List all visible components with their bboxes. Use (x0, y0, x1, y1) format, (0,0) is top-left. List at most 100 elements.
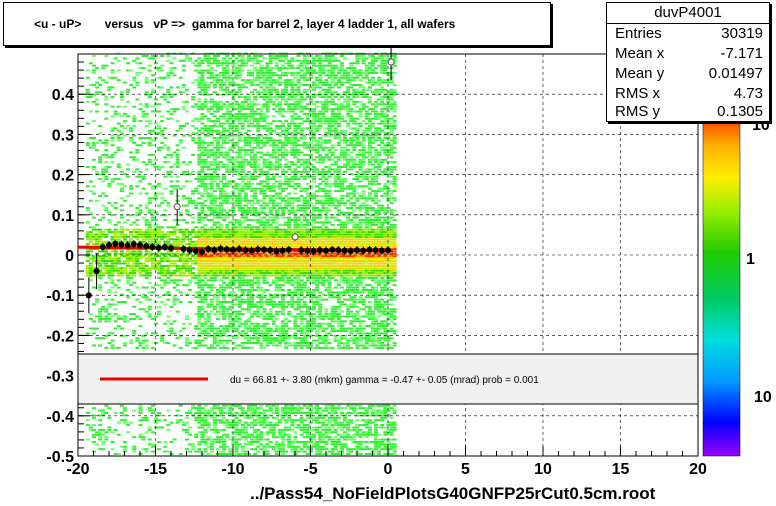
heatmap-cell (169, 153, 174, 156)
heatmap-cell (305, 264, 310, 267)
heatmap-cell (287, 252, 292, 255)
heatmap-cell (237, 55, 242, 58)
heatmap-cell (200, 267, 205, 270)
heatmap-cell (253, 202, 258, 205)
heatmap-cell (256, 163, 261, 166)
heatmap-cell (243, 428, 248, 431)
heatmap-cell (98, 409, 103, 412)
heatmap-cell (122, 409, 127, 412)
heatmap-cell (219, 288, 224, 291)
heatmap-cell (299, 221, 304, 224)
heatmap-cell (206, 264, 211, 267)
heatmap-cell (166, 146, 171, 149)
heatmap-cell (281, 243, 286, 246)
heatmap-cell (305, 433, 310, 436)
heatmap-cell (308, 421, 313, 424)
heatmap-cell (122, 272, 127, 275)
heatmap-cell (215, 233, 220, 236)
heatmap-cell (253, 260, 258, 263)
heatmap-cell (240, 272, 245, 275)
heatmap-cell (293, 163, 298, 166)
heatmap-cell (259, 250, 264, 253)
heatmap-cell (253, 243, 258, 246)
heatmap-cell (184, 264, 189, 267)
heatmap-cell (287, 238, 292, 241)
heatmap-cell (197, 342, 202, 345)
heatmap-cell (228, 426, 233, 429)
heatmap-cell (271, 426, 276, 429)
heatmap-cell (222, 59, 227, 62)
heatmap-cell (166, 233, 171, 236)
heatmap-cell (284, 170, 289, 173)
heatmap-cell (194, 105, 199, 108)
heatmap-cell (253, 192, 258, 195)
heatmap-cell (85, 238, 90, 241)
heatmap-cell (234, 426, 239, 429)
heatmap-cell (116, 279, 121, 282)
heatmap-cell (107, 252, 112, 255)
heatmap-cell (290, 153, 295, 156)
heatmap-cell (98, 91, 103, 94)
heatmap-cell (271, 202, 276, 205)
heatmap-cell (197, 197, 202, 200)
heatmap-cell (237, 194, 242, 197)
heatmap-cell (225, 156, 230, 159)
heatmap-cell (234, 443, 239, 446)
heatmap-cell (206, 231, 211, 234)
heatmap-cell (277, 214, 282, 217)
heatmap-cell (132, 317, 137, 320)
heatmap-cell (200, 192, 205, 195)
heatmap-cell (225, 231, 230, 234)
heatmap-cell (150, 144, 155, 147)
heatmap-cell (160, 301, 165, 304)
heatmap-cell (206, 83, 211, 86)
heatmap-cell (184, 88, 189, 91)
heatmap-cell (287, 219, 292, 222)
heatmap-cell (197, 192, 202, 195)
heatmap-cell (246, 199, 251, 202)
heatmap-cell (277, 240, 282, 243)
heatmap-cell (234, 156, 239, 159)
heatmap-cell (157, 204, 162, 207)
heatmap-cell (250, 414, 255, 417)
heatmap-cell (101, 262, 106, 265)
heatmap-cell (302, 257, 307, 260)
heatmap-cell (169, 279, 174, 282)
heatmap-cell (203, 69, 208, 72)
heatmap-cell (271, 156, 276, 159)
heatmap-cell (197, 57, 202, 60)
heatmap-cell (231, 267, 236, 270)
heatmap-cell (293, 264, 298, 267)
heatmap-cell (237, 120, 242, 123)
heatmap-cell (228, 339, 233, 342)
heatmap-cell (122, 315, 127, 318)
heatmap-cell (178, 346, 183, 349)
heatmap-cell (132, 59, 137, 62)
heatmap-cell (302, 168, 307, 171)
heatmap-cell (296, 88, 301, 91)
heatmap-cell (95, 315, 100, 318)
heatmap-cell (293, 156, 298, 159)
heatmap-cell (206, 110, 211, 113)
heatmap-cell (274, 146, 279, 149)
heatmap-cell (246, 122, 251, 125)
heatmap-cell (237, 223, 242, 226)
heatmap-cell (268, 440, 273, 443)
heatmap-cell (197, 281, 202, 284)
heatmap-cell (101, 260, 106, 263)
heatmap-cell (132, 115, 137, 118)
heatmap-cell (178, 124, 183, 127)
heatmap-cell (265, 344, 270, 347)
heatmap-cell (107, 86, 112, 89)
heatmap-cell (200, 88, 205, 91)
heatmap-cell (231, 228, 236, 231)
heatmap-cell (219, 308, 224, 311)
heatmap-cell (256, 433, 261, 436)
heatmap-cell (172, 438, 177, 441)
heatmap-cell (157, 284, 162, 287)
heatmap-cell (206, 71, 211, 74)
heatmap-cell (302, 233, 307, 236)
heatmap-cell (250, 342, 255, 345)
heatmap-cell (209, 98, 214, 101)
heatmap-cell (150, 105, 155, 108)
